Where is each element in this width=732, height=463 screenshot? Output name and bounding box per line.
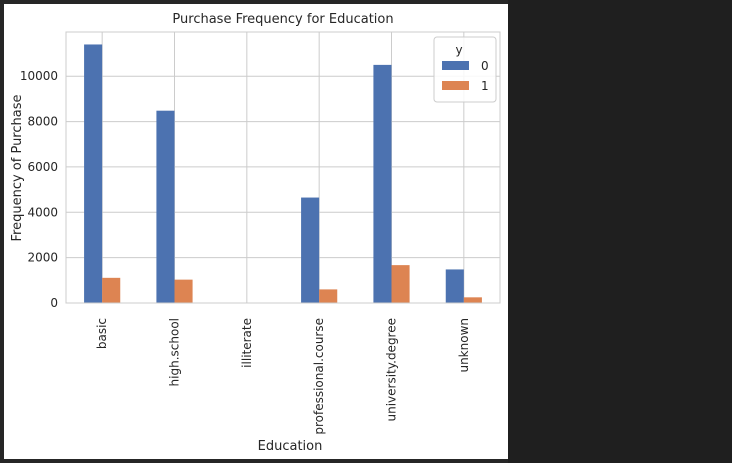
x-tick-label: basic (95, 318, 109, 349)
x-axis-ticks: basic high.school illiterate professional.c… (95, 318, 471, 435)
x-tick-label: unknown (457, 318, 471, 373)
y-tick-label: 6000 (27, 160, 58, 174)
x-axis-label: Education (258, 439, 323, 454)
y-tick-label: 0 (50, 296, 58, 310)
bar-basic-y1 (102, 277, 121, 303)
bar-professional-course-y1 (319, 289, 338, 303)
y-tick-label: 4000 (27, 205, 58, 219)
chart-title: Purchase Frequency for Education (172, 12, 393, 27)
plot-area-border (65, 31, 501, 304)
legend-items: 01 (442, 59, 489, 93)
y-tick-label: 8000 (27, 115, 58, 129)
bar-chart: 0 2000 4000 6000 8000 10000 basic high.school i… (10, 12, 501, 454)
legend-swatch-0 (442, 61, 469, 70)
bar-high-school-y1 (174, 279, 193, 303)
y-tick-label: 2000 (27, 251, 58, 265)
legend-swatch-1 (442, 81, 469, 90)
bar-university-degree-y1 (391, 265, 410, 303)
bar-basic-y0 (84, 44, 103, 303)
bar-university-degree-y0 (373, 64, 392, 303)
bar-unknown-y1 (463, 297, 482, 303)
legend-label: 1 (481, 79, 489, 93)
x-tick-label: high.school (168, 318, 182, 386)
bar-high-school-y0 (156, 110, 175, 303)
x-tick-label: university.degree (385, 318, 399, 422)
bar-professional-course-y0 (301, 197, 320, 303)
y-axis-label: Frequency of Purchase (10, 95, 25, 242)
x-tick-label: professional.course (312, 318, 326, 435)
legend-label: 0 (481, 59, 489, 73)
bars (84, 44, 482, 303)
legend-title: y (455, 43, 462, 57)
y-tick-label: 10000 (20, 69, 58, 83)
legend: y 01 (433, 36, 497, 103)
x-tick-label: illiterate (240, 318, 254, 368)
bar-unknown-y0 (445, 269, 464, 303)
y-axis-ticks: 0 2000 4000 6000 8000 10000 (20, 69, 58, 310)
figure-frame: 0 2000 4000 6000 8000 10000 basic high.school i… (4, 4, 508, 459)
chart-canvas: 0 2000 4000 6000 8000 10000 basic high.school i… (4, 4, 508, 459)
